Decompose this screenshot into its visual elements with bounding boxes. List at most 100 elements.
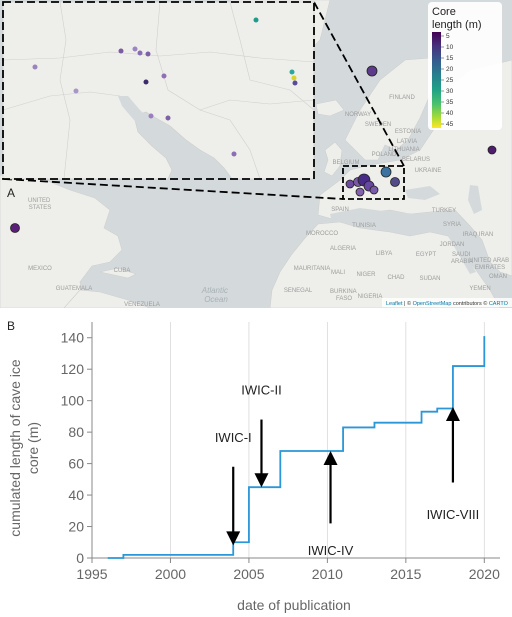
y-tick-label: 60 <box>68 456 84 472</box>
label-belarus: BELARUS <box>402 157 430 163</box>
inset-border-5 <box>2 91 121 111</box>
legend-tick-label: 20 <box>446 66 454 73</box>
annotation-arrow-head <box>323 451 338 466</box>
x-tick-label: 2015 <box>390 566 421 582</box>
land-cuba <box>99 267 137 279</box>
annotation-arrow-head <box>226 531 241 546</box>
label-iran: IRAN <box>479 232 493 238</box>
annotation-label: IWIC-II <box>241 383 281 398</box>
point-russia <box>487 145 497 155</box>
legend-tick-label: 5 <box>446 33 450 40</box>
legend-tick-label: 45 <box>446 121 454 128</box>
inset-map <box>2 1 315 180</box>
label-burkina-2: FASO <box>336 296 352 302</box>
label-turkey: TURKEY <box>432 208 456 214</box>
label-mali: MALI <box>331 270 345 276</box>
label-belgium: BELGIUM <box>332 160 359 166</box>
y-axis-label-line2: core (m) <box>25 422 41 474</box>
inset-border-6 <box>199 99 315 111</box>
land-scandinavia <box>344 57 441 161</box>
label-oman: OMAN <box>489 274 507 280</box>
inset-point-15 <box>231 151 237 157</box>
zoom-line-bottom <box>3 178 344 200</box>
legend-tick-label: 30 <box>446 88 454 95</box>
label-burkina-1: BURKINA <box>330 289 357 295</box>
point-europe-5 <box>369 185 379 195</box>
x-tick-label: 2005 <box>233 566 264 582</box>
inset-point-14 <box>292 80 298 86</box>
chart-series <box>107 336 486 559</box>
panel-b-label: B <box>7 319 15 333</box>
inset-point-4 <box>137 50 143 56</box>
inset-land <box>2 1 315 180</box>
inset-border-4 <box>229 1 315 111</box>
annotation-arrow-head <box>254 473 269 488</box>
label-ukraine: UKRAINE <box>415 168 442 174</box>
label-saudi-1: SAUDI <box>452 252 471 258</box>
inset-point-7 <box>73 88 79 94</box>
map-panel: FINLAND NORWAY SWEDEN ESTONIA LATVIA LIT… <box>0 0 512 308</box>
label-nigeria: NIGERIA <box>358 294 383 300</box>
inset-point-8 <box>143 79 149 85</box>
label-niger: NIGER <box>356 272 376 278</box>
zoom-box <box>342 165 405 200</box>
point-europe-8 <box>390 177 400 187</box>
annotation-label: IWIC-VIII <box>427 507 480 522</box>
point-scandinavia <box>366 65 378 77</box>
label-ocean-2: Ocean <box>204 295 228 304</box>
label-tunisia: TUNISIA <box>352 223 376 229</box>
legend: Core length (m) 5 10 15 20 25 30 35 40 45 <box>428 2 502 130</box>
legend-tick-label: 40 <box>446 110 454 117</box>
attribution-carto[interactable]: CARTO <box>489 301 509 307</box>
inset-point-2 <box>118 48 124 54</box>
legend-colorbar <box>432 32 441 128</box>
attribution-leaflet[interactable]: Leaflet <box>386 301 403 307</box>
inset-point-13 <box>291 75 297 81</box>
x-axis-label: date of publication <box>237 597 351 613</box>
point-europe-6 <box>355 187 365 197</box>
inset-border-1 <box>2 51 315 63</box>
label-poland: POLAND <box>372 152 397 158</box>
label-sweden: SWEDEN <box>365 122 391 128</box>
attribution-osm[interactable]: OpenStreetMap <box>413 301 452 307</box>
label-burkina: BURKINA FASO <box>330 289 358 302</box>
legend-tick-label: 10 <box>446 44 454 51</box>
label-united-states: UNITED STATES <box>28 198 52 211</box>
label-syria: SYRIA <box>443 222 461 228</box>
label-us-1: UNITED <box>28 198 51 204</box>
y-axis-label: cumulated length of cave ice <box>7 359 23 537</box>
label-chad: CHAD <box>387 275 405 281</box>
y-tick-label: 120 <box>61 361 85 377</box>
label-guatemala: GUATEMALA <box>56 286 93 292</box>
label-egypt: EGYPT <box>416 252 437 258</box>
inset-border-2 <box>59 1 71 180</box>
y-tick-label: 100 <box>61 393 85 409</box>
inset-point-6 <box>32 64 38 70</box>
point-europe-7 <box>380 166 392 178</box>
label-uae: UNITED ARAB EMIRATES <box>469 258 511 271</box>
inset-point-11 <box>165 115 171 121</box>
label-saudi: SAUDI ARABIA <box>451 252 473 265</box>
chart-panel: B 0 20 40 60 80 100 120 140 1995 2000 2005 2010 2015… <box>7 319 500 613</box>
label-cuba: CUBA <box>114 268 131 274</box>
legend-tick-label: 35 <box>446 99 454 106</box>
land-africa <box>269 221 501 308</box>
attribution: Leaflet | © OpenStreetMap contributors ©… <box>382 298 512 307</box>
inset-border <box>2 1 315 180</box>
label-sudan: SUDAN <box>419 276 440 282</box>
label-uae-1: UNITED ARAB <box>469 258 509 264</box>
land-britain <box>323 141 343 177</box>
x-tick-label: 2000 <box>155 566 186 582</box>
land-iceland <box>315 99 345 117</box>
label-norway: NORWAY <box>345 112 371 118</box>
y-tick-label: 40 <box>68 487 84 503</box>
inset-point-1 <box>253 17 259 23</box>
label-ocean: Atlantic Ocean <box>201 286 230 304</box>
point-europe-1 <box>345 179 355 189</box>
panel-a-label: A <box>7 186 15 200</box>
water-black-sea <box>405 186 440 200</box>
x-tick-label: 1995 <box>76 566 107 582</box>
inset-borders <box>2 1 315 180</box>
label-ocean-1: Atlantic <box>201 286 228 295</box>
y-tick-label: 80 <box>68 424 84 440</box>
